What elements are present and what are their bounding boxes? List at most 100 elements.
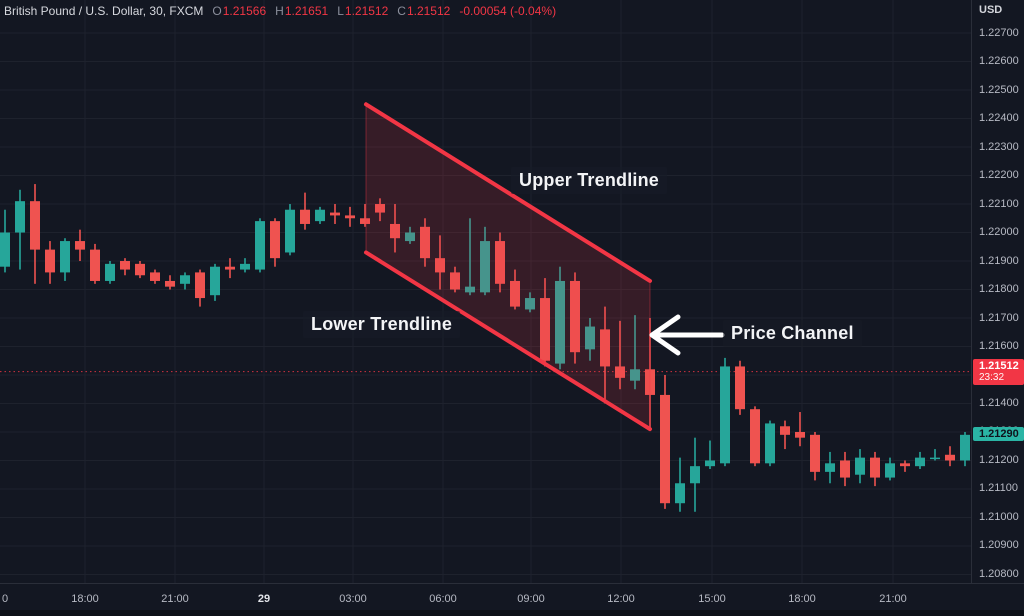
candle: [735, 360, 745, 415]
candle-body: [315, 209, 325, 222]
lower-trendline-label[interactable]: Lower Trendline: [303, 311, 461, 338]
candle-body: [480, 241, 490, 293]
candle: [465, 218, 475, 296]
candle: [435, 235, 445, 290]
candle-body: [360, 218, 370, 224]
candle: [105, 261, 115, 284]
price-axis-label: 1.22300: [979, 140, 1019, 153]
price-axis-label: 1.20800: [979, 567, 1019, 580]
price-axis-label: 1.22600: [979, 55, 1019, 68]
candle-body: [390, 223, 400, 239]
candle-body: [600, 329, 610, 367]
candle: [555, 266, 565, 370]
candle: [480, 226, 490, 296]
candle-body: [615, 366, 625, 378]
price-axis[interactable]: USD 1.21512 23:32 1.21290 1.22700 1.22600…: [971, 0, 1024, 583]
candle-body: [645, 369, 655, 395]
ohlc-open: O 1.21566: [212, 4, 267, 18]
candle-body: [570, 280, 580, 353]
candle-body: [240, 263, 250, 270]
price-axis-label: 1.22400: [979, 112, 1019, 125]
candle: [720, 357, 730, 467]
ohlc-close: C 1.21512: [397, 4, 451, 18]
candle: [600, 306, 610, 404]
candle-body: [120, 261, 130, 270]
price-axis-label: 1.22000: [979, 226, 1019, 239]
price-axis-label: 1.20900: [979, 539, 1019, 552]
candle: [240, 258, 250, 273]
candle-body: [405, 232, 415, 242]
channel-fill[interactable]: [365, 103, 651, 431]
price-axis-label: 1.22500: [979, 83, 1019, 96]
upper-trendline-label[interactable]: Upper Trendline: [511, 167, 668, 194]
candle-body: [375, 204, 385, 213]
candle: [0, 209, 10, 273]
symbol-info-bar[interactable]: British Pound / U.S. Dollar, 30, FXCM O …: [4, 4, 556, 18]
candle: [135, 261, 145, 279]
candle-body: [855, 457, 865, 475]
candle-body: [450, 272, 460, 290]
candle-body: [555, 280, 565, 364]
candle: [705, 440, 715, 470]
candle: [570, 272, 580, 364]
candle-body: [330, 212, 340, 216]
candle-body: [195, 272, 205, 299]
candle: [795, 412, 805, 447]
candle: [15, 189, 25, 270]
candle-body: [660, 394, 670, 504]
candle-body: [630, 369, 640, 381]
candle-body: [735, 366, 745, 410]
candle: [210, 263, 220, 301]
candle: [900, 460, 910, 472]
candle: [525, 292, 535, 313]
candle-body: [495, 241, 505, 284]
candle-body: [105, 263, 115, 281]
candle-body: [90, 249, 100, 281]
time-axis-label: 18:00: [71, 593, 99, 605]
candle: [675, 457, 685, 512]
time-axis-label: 18:00: [788, 593, 816, 605]
candle: [390, 204, 400, 253]
candle-body: [0, 232, 10, 267]
candle: [150, 269, 160, 284]
candle-body: [960, 434, 970, 461]
time-axis[interactable]: 0 18:00 21:00 29 03:00 06:00 09:00 12:00 15:00 18…: [0, 583, 1024, 616]
candle: [840, 451, 850, 487]
candle-body: [525, 298, 535, 310]
candle-body: [915, 457, 925, 467]
candle-body: [300, 209, 310, 224]
candle: [405, 226, 415, 244]
candle: [75, 229, 85, 262]
candle: [375, 198, 385, 222]
candle-body: [255, 221, 265, 270]
candle: [360, 204, 370, 227]
candle: [420, 218, 430, 267]
upper-trendline[interactable]: [364, 102, 652, 283]
candle: [615, 320, 625, 390]
currency-label: USD: [979, 4, 1003, 16]
candle-body: [750, 409, 760, 464]
candle: [300, 192, 310, 230]
candle-body: [435, 258, 445, 273]
candle-body: [75, 241, 85, 250]
candle: [225, 258, 235, 279]
price-axis-label: 1.21000: [979, 510, 1019, 523]
time-axis-label: 21:00: [161, 593, 189, 605]
price-axis-label: 1.21800: [979, 283, 1019, 295]
lower-trendline[interactable]: [364, 250, 652, 432]
candle-body: [510, 280, 520, 307]
candle: [30, 184, 40, 284]
symbol-title[interactable]: British Pound / U.S. Dollar, 30, FXCM: [4, 4, 204, 18]
candle: [765, 420, 775, 467]
candle: [345, 206, 355, 227]
bar-countdown: 23:32: [979, 371, 1005, 383]
candle: [330, 204, 340, 224]
candle-body: [810, 434, 820, 472]
price-channel-drawing[interactable]: [364, 102, 652, 432]
price-axis-label: 1.21200: [979, 453, 1019, 466]
candle: [120, 258, 130, 276]
price-channel-label[interactable]: Price Channel: [723, 320, 862, 347]
candle-body: [540, 298, 550, 361]
price-channel-arrow-icon[interactable]: [649, 314, 725, 356]
